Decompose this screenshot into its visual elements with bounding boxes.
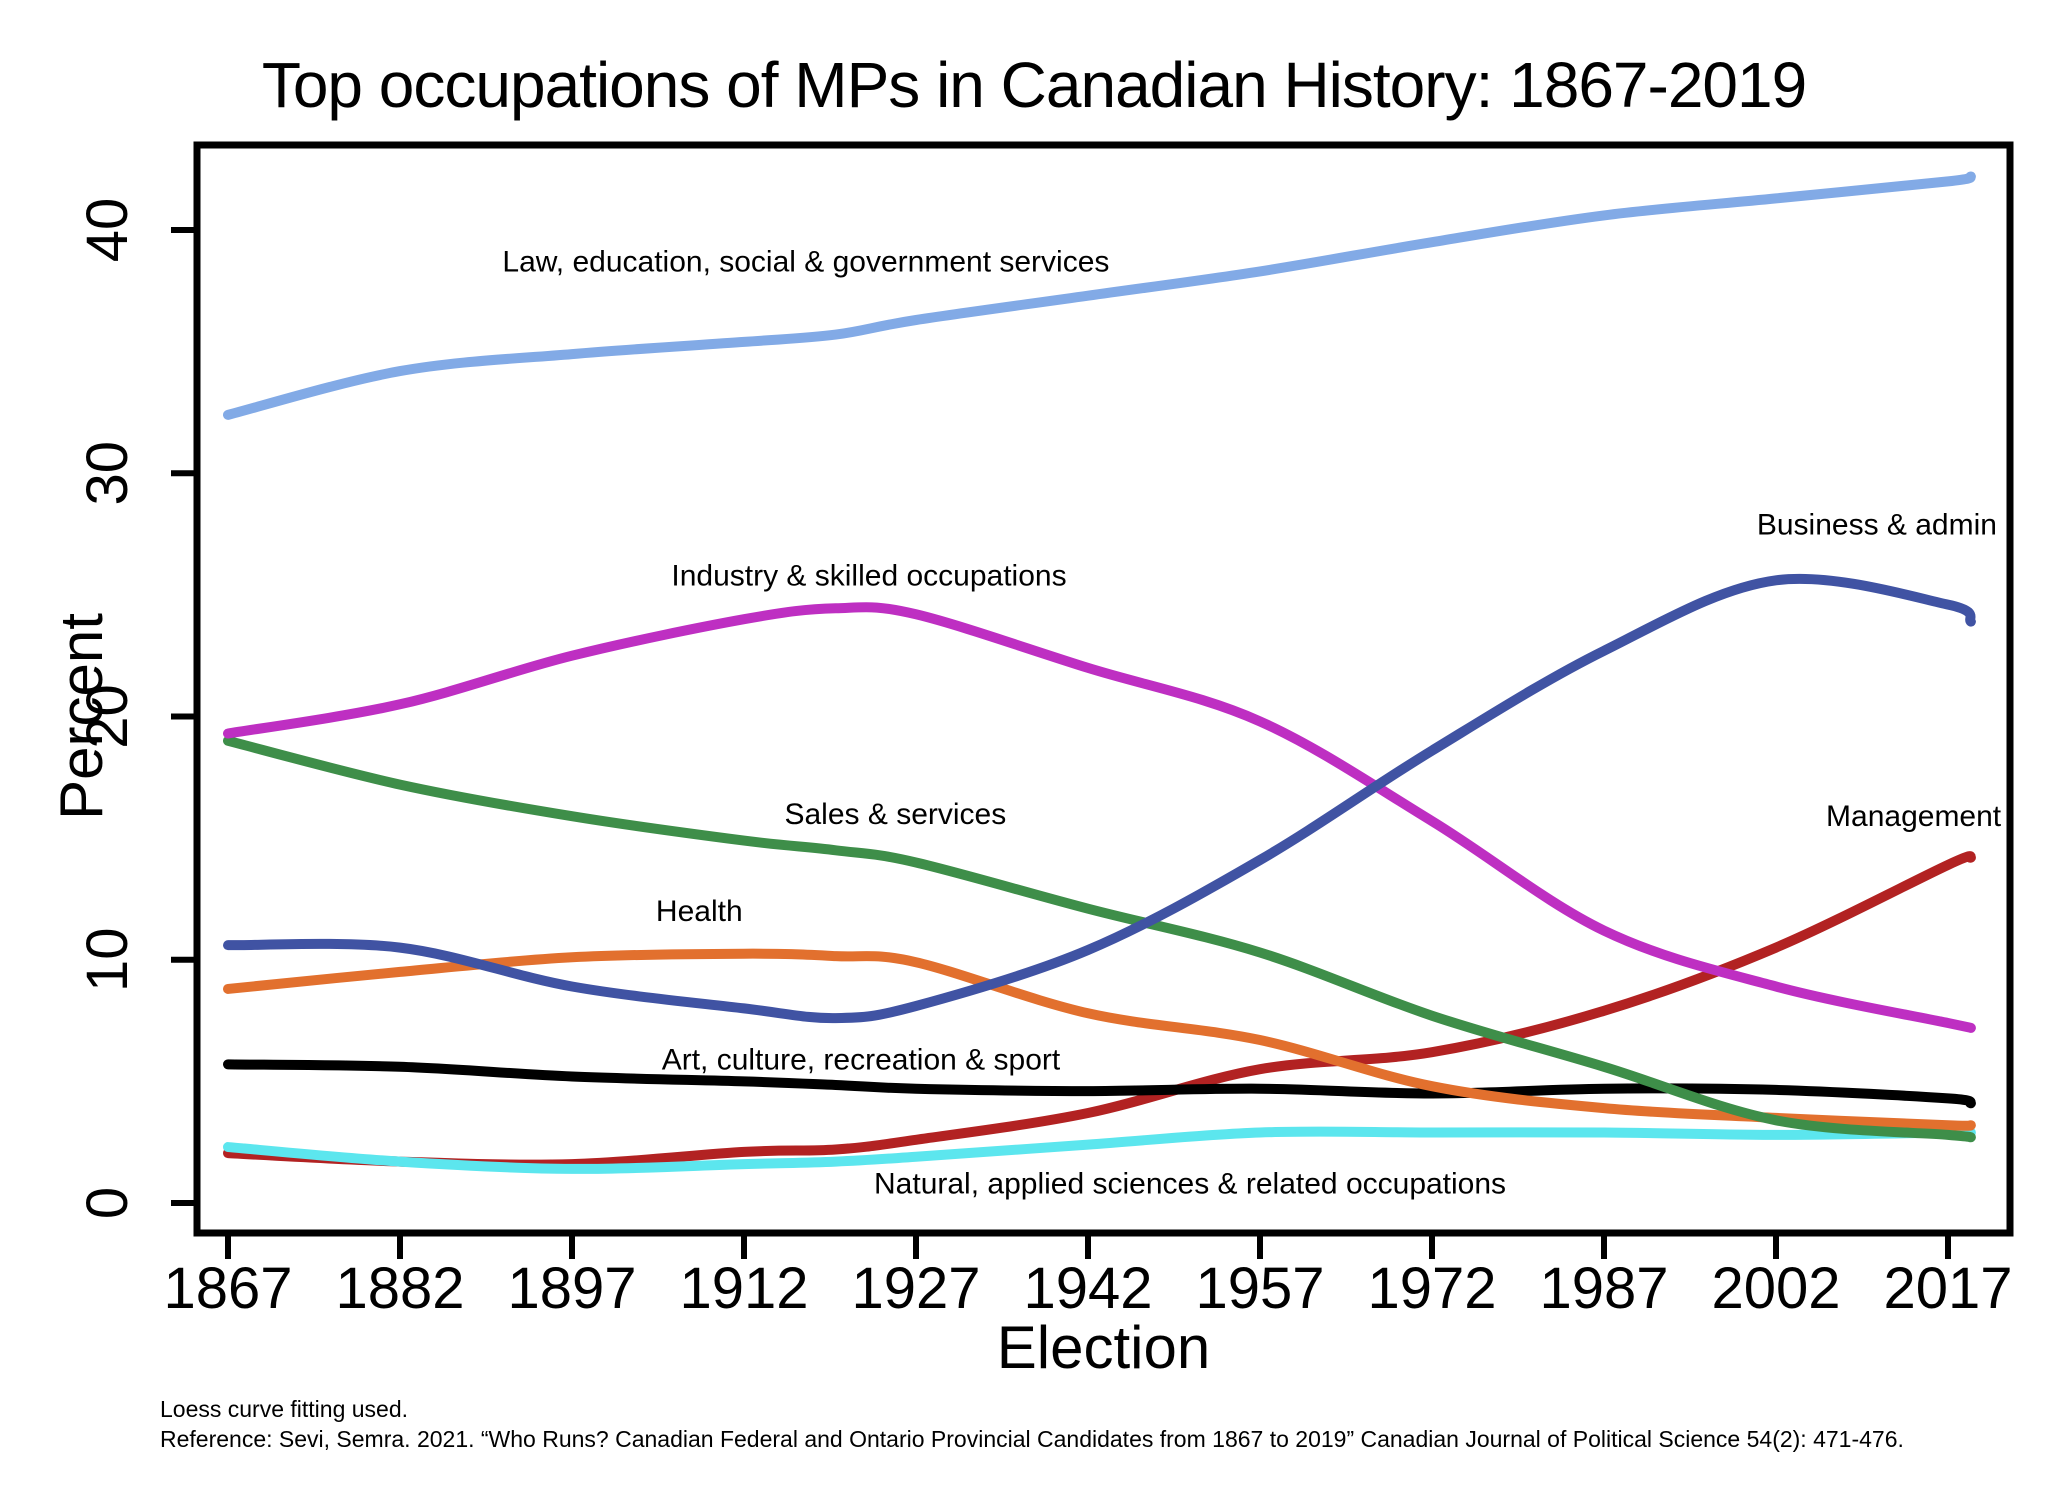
series-line-natural-applied-sciences-related-occupations <box>223 1126 1976 1174</box>
series-annotation-label: Sales & services <box>784 798 1006 831</box>
x-tick-label: 1987 <box>1539 1256 1668 1321</box>
x-tick-label: 1897 <box>507 1256 636 1321</box>
chart-title: Top occupations of MPs in Canadian Histo… <box>261 49 1807 121</box>
series-line-law-education-social-government-services <box>223 171 1976 420</box>
x-tick-label: 1957 <box>1195 1256 1324 1321</box>
series-annotation-label: Natural, applied sciences & related occu… <box>874 1168 1506 1201</box>
x-tick-label: 1867 <box>163 1256 292 1321</box>
y-tick-label: 40 <box>75 198 140 263</box>
y-tick-label: 30 <box>75 441 140 506</box>
x-tick-label: 1912 <box>679 1256 808 1321</box>
x-tick-label: 1927 <box>851 1256 980 1321</box>
y-axis-title: Percent <box>48 613 115 820</box>
series-line-sales-services <box>223 735 1976 1143</box>
series-annotation-label: Management <box>1826 800 2002 833</box>
footnotes: Loess curve fitting used. Reference: Sev… <box>160 1394 1904 1454</box>
x-tick-label: 1942 <box>1023 1256 1152 1321</box>
plot-frame <box>193 141 2014 1237</box>
series-annotation-label: Health <box>656 895 743 928</box>
x-tick-label: 2017 <box>1883 1256 2012 1321</box>
series-annotation-label: Art, culture, recreation & sport <box>662 1043 1061 1076</box>
x-tick-label: 1882 <box>335 1256 464 1321</box>
series-line-art-culture-recreation-sport <box>223 1059 1976 1109</box>
series-line-business-admin <box>223 573 1976 1024</box>
y-tick-label: 10 <box>75 927 140 992</box>
series-line-industry-skilled-occupations <box>223 602 1976 1033</box>
x-tick-label: 2002 <box>1711 1256 1840 1321</box>
footnote-reference: Reference: Sevi, Semra. 2021. “Who Runs?… <box>160 1426 1904 1452</box>
series-annotation-label: Business & admin <box>1757 508 1997 541</box>
footnote-method: Loess curve fitting used. <box>160 1396 409 1422</box>
x-axis-title: Election <box>997 1314 1210 1381</box>
series-annotation-label: Industry & skilled occupations <box>671 559 1066 592</box>
y-tick-label: 20 <box>75 684 140 749</box>
y-tick-label: 0 <box>75 1187 140 1219</box>
series-annotation-label: Law, education, social & government serv… <box>502 246 1109 279</box>
x-tick-label: 1972 <box>1367 1256 1496 1321</box>
